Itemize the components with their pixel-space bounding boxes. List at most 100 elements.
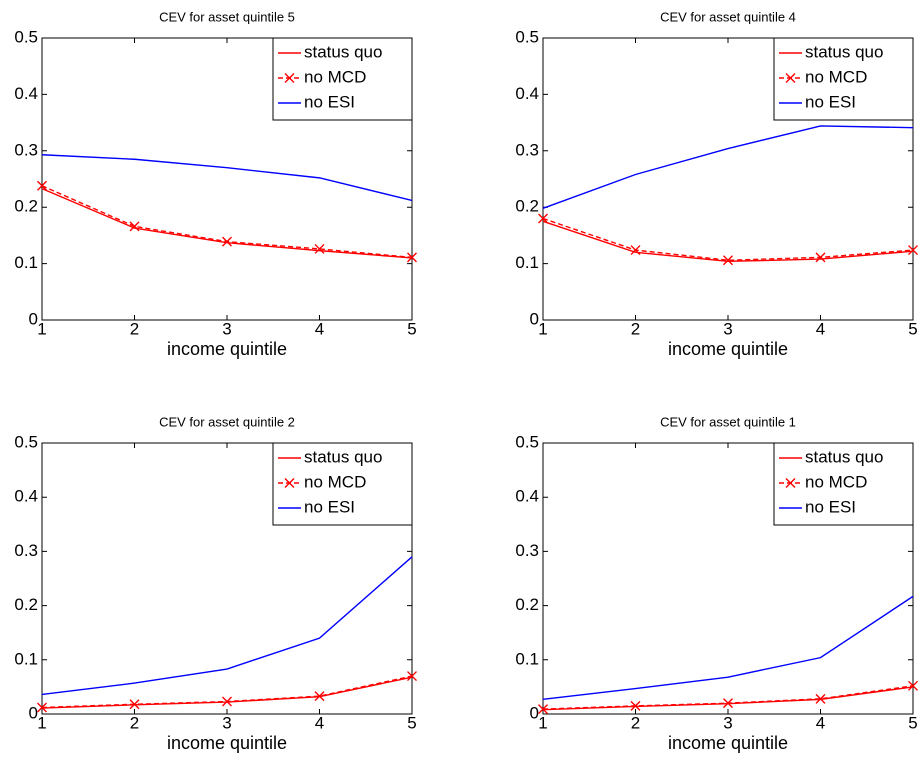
y-tick-label: 0.1 xyxy=(515,649,539,668)
x-tick-label: 1 xyxy=(538,713,547,732)
legend-box xyxy=(773,37,914,121)
y-tick-label: 0.1 xyxy=(14,253,38,272)
marker xyxy=(407,252,417,263)
y-tick-label: 0.4 xyxy=(515,84,539,103)
marker xyxy=(314,243,325,254)
legend: status quo no MCD no ESI xyxy=(272,442,413,526)
y-tick-label: 0 xyxy=(530,309,539,328)
y-tick-label: 0.2 xyxy=(515,197,539,216)
marker xyxy=(908,680,918,691)
y-tick-label: 0.2 xyxy=(515,595,539,614)
y-tick-label: 0.3 xyxy=(14,541,38,560)
chart-title: CEV for asset quintile 2 xyxy=(159,414,295,429)
marker xyxy=(222,696,232,707)
x-tick-label: 5 xyxy=(407,713,416,732)
legend-label: status quo xyxy=(304,447,382,466)
y-tick-label: 0.5 xyxy=(14,432,38,451)
legend-marker xyxy=(785,478,796,488)
x-tick-label: 3 xyxy=(723,713,732,732)
series-line xyxy=(542,125,914,209)
marker xyxy=(222,236,232,247)
y-tick-label: 0.4 xyxy=(14,487,38,506)
y-tick-label: 0.2 xyxy=(14,197,38,216)
marker xyxy=(129,699,140,710)
x-tick-label: 1 xyxy=(37,713,46,732)
series-line xyxy=(542,220,914,263)
y-tick-label: 0.4 xyxy=(14,84,38,103)
legend: status quo no MCD no ESI xyxy=(272,37,413,121)
y-tick-label: 0.5 xyxy=(515,27,539,46)
marker xyxy=(815,693,826,704)
x-tick-label: 2 xyxy=(631,319,640,338)
subplot: CEV for asset quintile 4 income quintile 0… xyxy=(515,9,918,359)
x-tick-label: 5 xyxy=(407,319,416,338)
marker xyxy=(538,213,548,224)
subplot: CEV for asset quintile 5 income quintile 0… xyxy=(14,9,417,359)
marker xyxy=(723,255,733,266)
marker xyxy=(37,180,47,191)
legend-label: status quo xyxy=(805,447,883,466)
legend: status quo no MCD no ESI xyxy=(773,442,914,526)
x-tick-label: 3 xyxy=(222,319,231,338)
legend-label: no MCD xyxy=(805,472,867,491)
x-tick-label: 4 xyxy=(816,713,825,732)
x-axis-label: income quintile xyxy=(167,339,287,359)
legend-box xyxy=(773,442,914,526)
series-line xyxy=(41,556,413,696)
legend-box xyxy=(272,37,413,121)
legend-label: no MCD xyxy=(304,472,366,491)
chart-title: CEV for asset quintile 1 xyxy=(660,414,796,429)
legend-label: status quo xyxy=(805,42,883,61)
x-tick-label: 2 xyxy=(130,319,139,338)
series-line xyxy=(542,595,914,701)
marker xyxy=(129,221,140,232)
legend-label: status quo xyxy=(304,42,382,61)
y-tick-label: 0.5 xyxy=(515,432,539,451)
subplot: CEV for asset quintile 2 income quintile 0… xyxy=(14,414,417,753)
x-tick-label: 1 xyxy=(37,319,46,338)
x-tick-label: 4 xyxy=(315,713,324,732)
marker xyxy=(37,702,47,713)
y-tick-label: 0.3 xyxy=(515,140,539,159)
marker xyxy=(815,252,826,263)
y-tick-label: 0.1 xyxy=(14,649,38,668)
legend-label: no MCD xyxy=(805,67,867,86)
marker xyxy=(314,691,325,702)
x-tick-label: 4 xyxy=(816,319,825,338)
chart-title: CEV for asset quintile 5 xyxy=(159,9,295,24)
x-axis-label: income quintile xyxy=(167,733,287,753)
series-line xyxy=(41,187,413,259)
legend-label: no ESI xyxy=(304,92,355,111)
series-line xyxy=(41,154,413,202)
legend-marker xyxy=(284,73,295,83)
legend-label: no MCD xyxy=(304,67,366,86)
legend-marker xyxy=(785,73,796,83)
y-tick-label: 0.3 xyxy=(14,140,38,159)
subplot: CEV for asset quintile 1 income quintile 0… xyxy=(515,414,918,753)
y-tick-label: 0 xyxy=(29,309,38,328)
chart-title: CEV for asset quintile 4 xyxy=(660,9,796,24)
marker xyxy=(630,245,641,256)
y-tick-label: 0.4 xyxy=(515,487,539,506)
marker xyxy=(538,704,548,715)
x-tick-label: 1 xyxy=(538,319,547,338)
legend-label: no ESI xyxy=(304,497,355,516)
x-tick-label: 3 xyxy=(723,319,732,338)
x-tick-label: 2 xyxy=(631,713,640,732)
marker xyxy=(630,700,641,711)
legend: status quo no MCD no ESI xyxy=(773,37,914,121)
y-tick-label: 0.5 xyxy=(14,27,38,46)
y-tick-label: 0 xyxy=(29,703,38,722)
marker xyxy=(407,671,417,682)
marker xyxy=(908,245,918,256)
x-axis-label: income quintile xyxy=(668,733,788,753)
y-tick-label: 0 xyxy=(530,703,539,722)
y-tick-label: 0.1 xyxy=(515,253,539,272)
x-axis-label: income quintile xyxy=(668,339,788,359)
x-tick-label: 5 xyxy=(908,319,917,338)
legend-box xyxy=(272,442,413,526)
legend-label: no ESI xyxy=(805,497,856,516)
x-tick-label: 3 xyxy=(222,713,231,732)
x-tick-label: 4 xyxy=(315,319,324,338)
